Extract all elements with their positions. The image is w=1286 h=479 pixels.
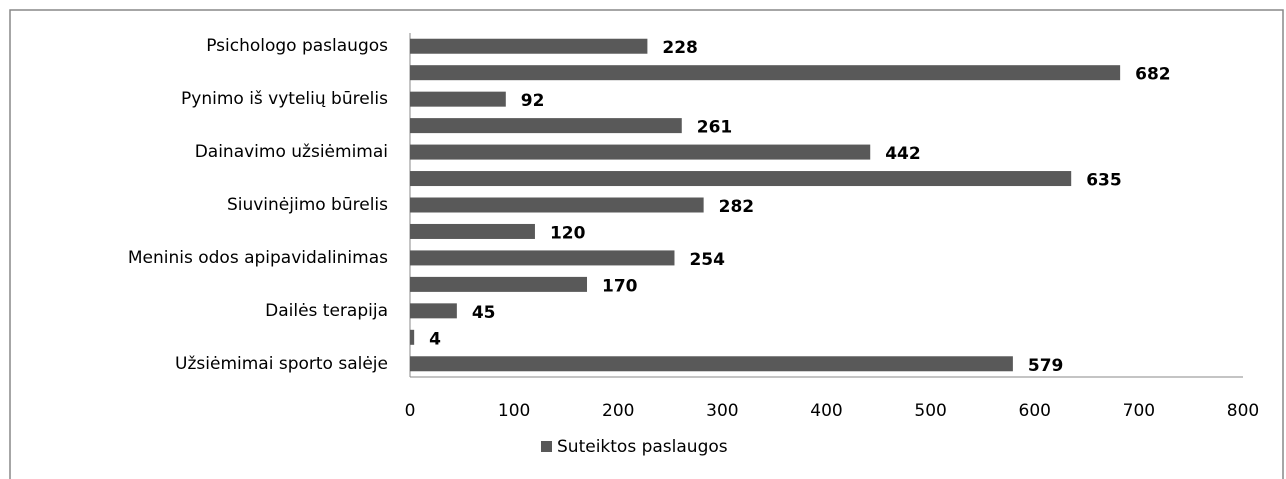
data-label: 282 xyxy=(719,197,755,217)
x-tick-label: 200 xyxy=(602,401,634,421)
y-tick-label: Siuvinėjimo būrelis xyxy=(227,195,388,215)
bar xyxy=(410,197,704,213)
bar xyxy=(410,38,648,54)
legend-swatch xyxy=(541,441,552,452)
x-tick-label: 400 xyxy=(810,401,842,421)
x-tick-label: 100 xyxy=(498,401,530,421)
data-label: 635 xyxy=(1086,171,1122,191)
y-tick-label: Dainavimo užsiėmimai xyxy=(195,142,388,162)
chart-frame xyxy=(9,9,1284,479)
bar xyxy=(410,356,1013,372)
data-label: 4 xyxy=(429,329,441,349)
y-tick-label: Pynimo iš vytelių būrelis xyxy=(181,89,388,109)
data-label: 254 xyxy=(689,250,725,270)
x-tick-label: 0 xyxy=(405,401,416,421)
data-label: 170 xyxy=(602,276,638,296)
bar xyxy=(410,329,415,345)
bar xyxy=(410,65,1121,81)
y-tick-label: Užsiėmimai sporto salėje xyxy=(175,354,388,374)
bar xyxy=(410,91,506,107)
bar xyxy=(410,144,871,160)
x-tick-label: 700 xyxy=(1123,401,1155,421)
bar xyxy=(410,223,535,239)
bar xyxy=(410,118,682,134)
x-tick-label: 800 xyxy=(1227,401,1259,421)
data-label: 92 xyxy=(521,91,545,111)
x-tick-label: 600 xyxy=(1019,401,1051,421)
data-label: 579 xyxy=(1028,356,1064,376)
y-tick-label: Psichologo paslaugos xyxy=(206,36,388,56)
data-label: 442 xyxy=(885,144,921,164)
x-tick-label: 500 xyxy=(914,401,946,421)
data-label: 261 xyxy=(697,118,733,138)
y-tick-label: Meninis odos apipavidalinimas xyxy=(128,248,388,268)
bar xyxy=(410,303,457,319)
y-tick-label: Dailės terapija xyxy=(265,301,388,321)
data-label: 682 xyxy=(1135,65,1171,85)
data-label: 228 xyxy=(662,38,698,58)
data-label: 120 xyxy=(550,223,586,243)
legend-label: Suteiktos paslaugos xyxy=(557,437,728,457)
data-label: 45 xyxy=(472,303,496,323)
bar xyxy=(410,171,1072,187)
x-tick-label: 300 xyxy=(706,401,738,421)
bar xyxy=(410,250,675,266)
bar xyxy=(410,276,588,292)
